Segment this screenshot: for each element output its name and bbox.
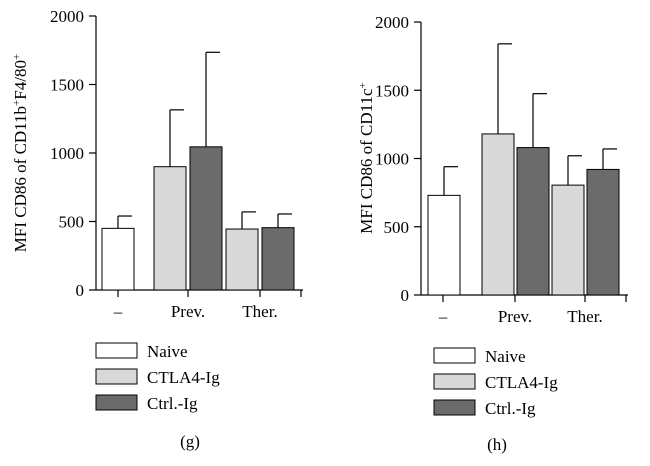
y-axis-label-part: MFI CD86 of CD11c	[357, 88, 376, 234]
y-tick-label: 500	[59, 213, 85, 232]
y-axis-label-superscript: +	[11, 54, 23, 60]
panel-label: (h)	[487, 435, 507, 454]
legend-label: Naive	[147, 342, 188, 361]
bar-ctla4-ig	[482, 134, 514, 295]
legend-label: Ctrl.-Ig	[485, 399, 536, 418]
x-tick-label: Prev.	[171, 302, 205, 321]
x-tick-label: Ther.	[567, 307, 602, 326]
bar-ctrl-ig	[262, 228, 294, 290]
y-tick-label: 500	[384, 218, 410, 237]
x-tick-label: Prev.	[498, 307, 532, 326]
bar-ctrl-ig	[587, 169, 619, 295]
y-axis-label-superscript: +	[357, 82, 369, 88]
legend-swatch	[96, 343, 137, 358]
legend-swatch	[434, 400, 475, 415]
legend-label: CTLA4-Ig	[147, 368, 220, 387]
chart-panel-h: 0 500 1000 1500 2000 – Prev. Ther. MFI CD86 of C…	[357, 13, 628, 454]
y-tick-label: 1000	[50, 144, 84, 163]
bar-ctla4-ig	[226, 229, 258, 290]
y-tick-label: 1000	[375, 150, 409, 169]
bar-ctrl-ig	[190, 147, 222, 290]
legend-label: Ctrl.-Ig	[147, 394, 198, 413]
y-tick-label: 0	[76, 281, 85, 300]
x-tick-label: –	[113, 302, 123, 321]
legend-label: CTLA4-Ig	[485, 373, 558, 392]
bar-naive	[428, 195, 460, 295]
y-tick-label: 2000	[375, 13, 409, 32]
bar-naive	[102, 228, 134, 290]
legend-swatch	[434, 348, 475, 363]
y-tick-label: 1500	[50, 76, 84, 95]
panel-label: (g)	[180, 432, 200, 451]
y-axis-label-part: F4/80	[11, 60, 30, 100]
legend-swatch	[96, 395, 137, 410]
legend-label: Naive	[485, 347, 526, 366]
y-tick-label: 1500	[375, 81, 409, 100]
y-axis-label: MFI CD86 of CD11c+	[357, 82, 376, 234]
y-axis-label-part: MFI CD86 of CD11b	[11, 106, 30, 252]
chart-panel-g: 0 500 1000 1500 2000 – Prev. Ther. MFI CD86 of C…	[11, 7, 303, 451]
y-tick-label: 0	[401, 286, 410, 305]
y-axis-label: MFI CD86 of CD11b+F4/80+	[11, 54, 30, 252]
y-tick-label: 2000	[50, 7, 84, 26]
bar-ctla4-ig	[552, 185, 584, 295]
bar-ctrl-ig	[517, 148, 549, 295]
legend-swatch	[96, 369, 137, 384]
legend-swatch	[434, 374, 475, 389]
x-tick-label: Ther.	[242, 302, 277, 321]
bar-ctla4-ig	[154, 167, 186, 290]
x-tick-label: –	[438, 307, 448, 326]
